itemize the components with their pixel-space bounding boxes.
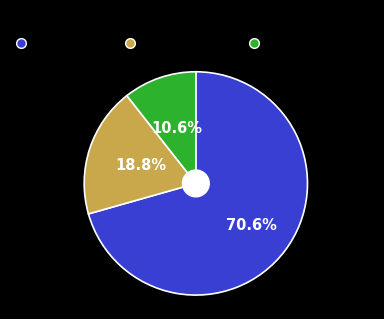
Circle shape [182,170,209,197]
Wedge shape [127,72,196,183]
Text: 10.6%: 10.6% [151,121,202,136]
Legend: $50,000 or less, $50,000 to $500,000, $500,000 or more: $50,000 or less, $50,000 to $500,000, $5… [13,31,371,54]
Text: 70.6%: 70.6% [226,218,276,233]
Text: 18.8%: 18.8% [115,158,166,173]
Text: USA Nonprofits by Yearly Revenue: USA Nonprofits by Yearly Revenue [18,9,366,26]
Wedge shape [84,96,196,214]
Wedge shape [88,72,308,295]
